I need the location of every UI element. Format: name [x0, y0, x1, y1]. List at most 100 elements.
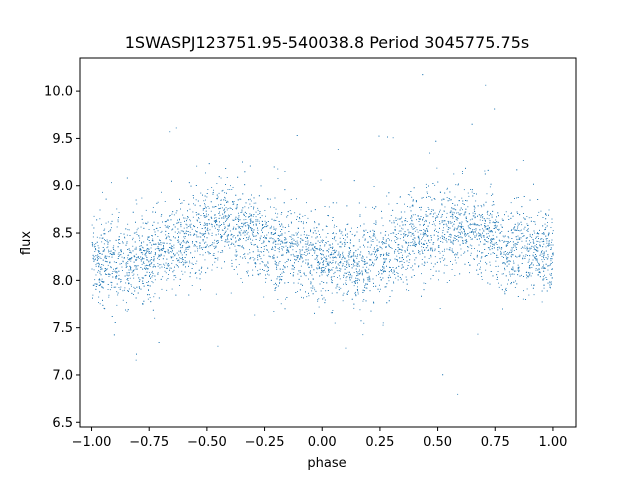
data-point — [441, 204, 443, 206]
data-point — [368, 251, 369, 252]
data-point — [243, 213, 245, 215]
data-point — [304, 243, 306, 245]
data-point — [463, 189, 465, 191]
data-point — [273, 311, 275, 312]
data-point — [429, 213, 431, 215]
data-point — [532, 239, 534, 240]
data-point — [191, 268, 193, 269]
data-point — [344, 243, 346, 245]
data-point — [273, 166, 275, 168]
data-point — [157, 248, 159, 250]
data-point — [328, 206, 330, 208]
data-point — [139, 240, 140, 242]
data-point — [213, 245, 215, 247]
data-point — [407, 234, 409, 236]
data-point — [275, 220, 277, 221]
data-point — [394, 250, 396, 252]
data-point — [513, 244, 515, 246]
data-point — [105, 222, 107, 224]
data-point — [318, 267, 320, 269]
data-point — [246, 271, 248, 272]
data-point — [479, 234, 481, 236]
data-point — [94, 244, 96, 246]
data-point — [202, 249, 203, 250]
data-point — [516, 211, 518, 213]
data-point — [216, 224, 218, 226]
data-point — [192, 216, 194, 218]
data-point — [383, 268, 385, 270]
data-point — [247, 253, 249, 255]
data-point — [432, 242, 434, 244]
data-point — [283, 272, 285, 273]
data-point — [124, 287, 126, 289]
data-point — [223, 209, 225, 211]
data-point — [235, 207, 237, 209]
data-point — [164, 251, 165, 253]
data-point — [160, 232, 162, 233]
data-point — [143, 263, 145, 264]
data-point — [264, 237, 266, 239]
data-point — [178, 231, 180, 233]
data-point — [127, 309, 129, 311]
data-point — [184, 232, 186, 234]
data-point — [401, 264, 403, 266]
data-point — [480, 216, 482, 218]
data-point — [311, 248, 313, 250]
data-point — [356, 257, 358, 259]
data-point — [293, 243, 295, 245]
data-point — [330, 261, 331, 263]
data-point — [543, 243, 545, 245]
data-point — [390, 233, 392, 234]
data-point — [550, 260, 552, 262]
data-point — [455, 256, 456, 258]
data-point — [268, 241, 270, 243]
data-point — [372, 251, 374, 252]
data-point — [493, 244, 495, 246]
data-point — [213, 242, 215, 244]
data-point — [137, 256, 139, 258]
data-point — [543, 241, 545, 242]
data-point — [531, 284, 532, 286]
data-point — [413, 237, 415, 239]
data-point — [140, 226, 142, 228]
data-point — [427, 229, 428, 231]
data-point — [141, 215, 143, 217]
data-point — [278, 249, 280, 250]
data-point — [301, 296, 302, 298]
data-point — [311, 255, 313, 256]
data-point — [454, 227, 456, 229]
data-point — [333, 238, 335, 240]
data-point — [442, 230, 444, 231]
data-point — [273, 233, 275, 235]
data-point — [160, 264, 162, 266]
data-point — [306, 238, 308, 239]
data-point — [261, 228, 263, 230]
data-point — [379, 284, 380, 286]
data-point — [304, 215, 306, 216]
data-point — [344, 242, 346, 244]
data-point — [516, 256, 518, 258]
data-point — [102, 250, 104, 252]
data-point — [546, 290, 548, 292]
data-point — [336, 202, 338, 204]
data-point — [142, 262, 144, 264]
data-point — [430, 262, 432, 264]
data-point — [296, 259, 298, 261]
data-point — [481, 276, 483, 277]
data-point — [266, 249, 268, 251]
data-point — [382, 322, 384, 324]
data-point — [230, 185, 231, 187]
data-point — [224, 204, 225, 206]
data-point — [481, 217, 483, 219]
data-point — [544, 229, 546, 231]
data-point — [97, 256, 99, 257]
data-point — [355, 277, 356, 279]
data-point — [125, 262, 127, 264]
data-point — [202, 234, 204, 236]
data-point — [428, 258, 430, 259]
data-point — [112, 271, 114, 272]
data-point — [120, 279, 122, 280]
data-point — [361, 270, 363, 272]
data-point — [476, 235, 477, 237]
